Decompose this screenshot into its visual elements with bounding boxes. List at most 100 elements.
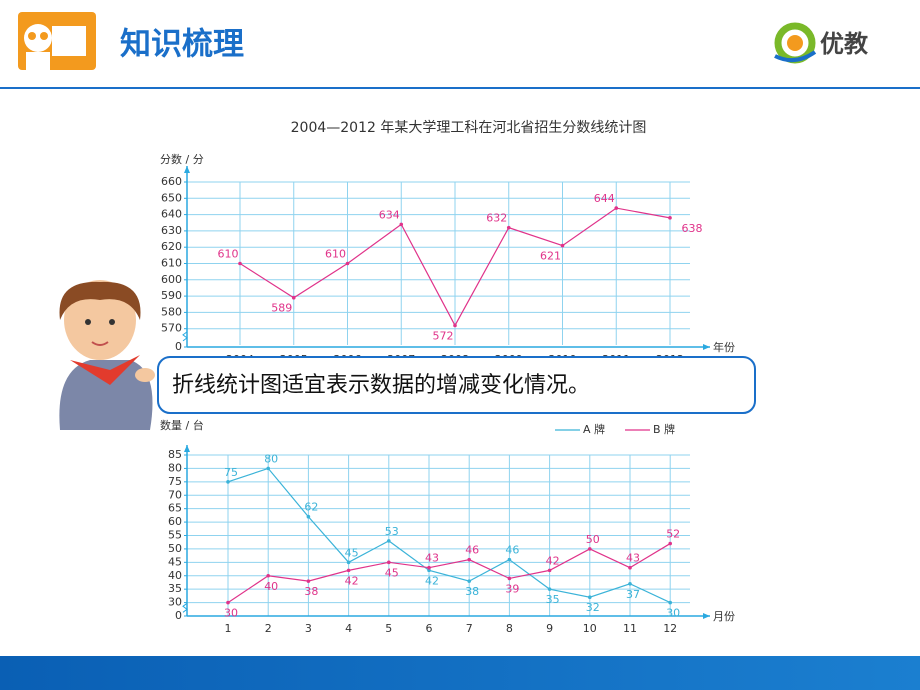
- data-label: 589: [271, 302, 292, 315]
- data-label: 50: [586, 533, 600, 546]
- data-label: 45: [385, 566, 399, 579]
- data-point: [226, 480, 230, 484]
- data-point: [547, 587, 552, 591]
- y-axis-label: 分数 / 分: [160, 153, 204, 166]
- y-tick-label: 40: [168, 569, 182, 582]
- data-label: 35: [546, 593, 560, 606]
- data-point: [345, 261, 350, 266]
- axis-break: [182, 602, 188, 613]
- data-label: 638: [682, 222, 703, 235]
- data-label: 42: [546, 554, 560, 567]
- x-tick-label: 6: [426, 622, 433, 635]
- y-axis-arrow: [184, 445, 190, 452]
- logo: [774, 22, 817, 64]
- x-tick-label: 2: [265, 622, 272, 635]
- header-icon: [18, 12, 96, 70]
- data-point: [467, 579, 472, 583]
- y-tick-label: 630: [161, 224, 182, 237]
- x-axis-label: 年份: [713, 340, 735, 354]
- data-point: [266, 466, 271, 471]
- data-label: 43: [425, 552, 439, 565]
- x-tick-label: 1: [225, 622, 232, 635]
- x-tick-label: 4: [345, 622, 352, 635]
- y-tick-label: 0: [175, 609, 182, 622]
- data-point: [238, 261, 242, 266]
- data-point: [614, 206, 619, 210]
- data-label: 52: [666, 528, 680, 541]
- y-tick-label: 85: [168, 448, 182, 461]
- data-point: [306, 579, 311, 583]
- data-label: 644: [594, 192, 615, 205]
- data-label: 39: [505, 582, 519, 595]
- data-label: 40: [264, 580, 278, 593]
- y-tick-label: 70: [168, 488, 182, 501]
- y-tick-label: 55: [168, 529, 182, 542]
- y-tick-label: 640: [161, 208, 182, 221]
- axis-break: [182, 331, 188, 342]
- data-point: [266, 573, 271, 578]
- y-tick-label: 580: [161, 305, 182, 318]
- y-tick-label: 30: [168, 596, 182, 609]
- data-point: [547, 568, 552, 573]
- data-label: 30: [224, 607, 238, 620]
- y-tick-label: 50: [168, 542, 182, 555]
- data-point: [453, 323, 457, 328]
- series-line: [227, 543, 671, 604]
- data-label: 32: [586, 601, 600, 614]
- callout-text: 折线统计图适宜表示数据的增减变化情况。: [172, 373, 590, 398]
- data-label: 45: [345, 546, 359, 559]
- x-tick-label: 11: [623, 622, 637, 635]
- y-axis-label: 数量 / 台: [160, 418, 204, 432]
- x-axis-arrow: [703, 344, 710, 350]
- footer-bar: [0, 656, 920, 690]
- logo-text: 优教: [820, 30, 869, 58]
- y-tick-label: 590: [161, 289, 182, 302]
- data-point: [560, 243, 565, 248]
- x-tick-label: 9: [546, 622, 553, 635]
- y-axis-arrow: [184, 166, 190, 173]
- data-label: 80: [264, 452, 278, 465]
- data-label: 37: [626, 588, 640, 601]
- data-point: [588, 595, 592, 600]
- y-tick-label: 660: [161, 175, 182, 188]
- data-point: [467, 557, 472, 562]
- y-tick-label: 35: [168, 582, 182, 595]
- y-tick-label: 60: [168, 515, 182, 528]
- data-point: [506, 225, 511, 230]
- data-point: [668, 600, 672, 605]
- y-tick-label: 65: [168, 502, 182, 515]
- data-point: [628, 582, 632, 586]
- data-point: [346, 568, 351, 573]
- y-tick-label: 75: [168, 475, 182, 488]
- legend-label: B 牌: [653, 422, 675, 436]
- data-point: [387, 560, 391, 565]
- data-point: [507, 557, 512, 562]
- data-point: [628, 565, 632, 570]
- data-label: 621: [540, 250, 561, 263]
- data-point: [291, 295, 296, 300]
- legend-label: A 牌: [583, 422, 605, 436]
- data-point: [399, 222, 404, 227]
- x-tick-label: 12: [663, 622, 677, 635]
- data-point: [306, 514, 311, 519]
- y-tick-label: 570: [161, 322, 182, 335]
- data-point: [668, 541, 672, 546]
- x-tick-label: 7: [466, 622, 473, 635]
- y-tick-label: 80: [168, 461, 182, 474]
- y-tick-label: 600: [161, 273, 182, 286]
- data-label: 610: [325, 248, 346, 261]
- chart-title: 2004—2012 年某大学理工科在河北省招生分数线统计图: [291, 120, 647, 136]
- data-point: [668, 216, 672, 220]
- y-tick-label: 610: [161, 257, 182, 270]
- x-tick-label: 5: [385, 622, 392, 635]
- data-label: 38: [304, 585, 318, 598]
- y-tick-label: 620: [161, 240, 182, 253]
- data-point: [588, 547, 592, 551]
- data-label: 42: [425, 574, 439, 587]
- data-point: [346, 560, 351, 565]
- data-point: [226, 600, 230, 605]
- data-label: 75: [224, 466, 238, 479]
- data-point: [427, 565, 431, 570]
